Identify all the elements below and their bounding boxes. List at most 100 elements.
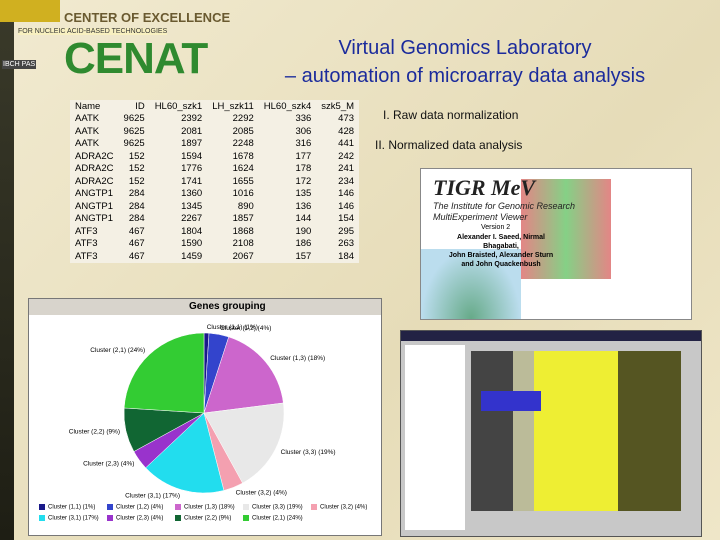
legend-label: Cluster (2,3) (4%) (116, 516, 163, 522)
header-cell: szk5_M (321, 100, 355, 112)
table-cell: 467 (128, 250, 145, 262)
table-cell: 152 (128, 163, 145, 175)
table-cell: 241 (338, 163, 355, 175)
table-cell: 284 (128, 200, 145, 212)
table-cell: 1804 (181, 225, 203, 237)
table-cell: 1624 (232, 163, 254, 175)
table-cell: 428 (338, 125, 355, 137)
logo-block (0, 0, 60, 22)
table-row: ATF3 467 1459 2067 157 184 (70, 250, 359, 263)
pie-slice (145, 412, 225, 494)
table-row: ATF3 467 1804 1868 190 295 (70, 225, 359, 238)
table-cell: 473 (338, 113, 355, 125)
legend-swatch (243, 515, 249, 521)
tree-panel (405, 345, 465, 530)
title-line: Virtual Genomics Laboratory (338, 37, 592, 59)
legend-label: Cluster (1,2) (4%) (116, 505, 163, 511)
legend-label: Cluster (1,3) (18%) (184, 505, 235, 511)
table-cell: 2292 (232, 113, 254, 125)
authors: Alexander I. Saeed, Nirmal Bhagabati, Joh… (441, 233, 561, 269)
logo-unit: IBCH PAS (2, 60, 37, 69)
legend-label: Cluster (3,3) (19%) (252, 505, 303, 511)
data-table: Name ID HL60_szk1 LH_szk11 HL60_szk4 szk5_M AA… (70, 100, 360, 263)
header-cell: ID (135, 100, 145, 112)
table-cell: 316 (295, 138, 312, 150)
heatmap-art (521, 179, 611, 279)
table-cell: 441 (338, 138, 355, 150)
table-row: ANGTP1 284 1360 1016 135 146 (70, 188, 359, 201)
table-row: ANGTP1 284 2267 1857 144 154 (70, 213, 359, 226)
splash-text: MultiExperiment Viewer (433, 212, 528, 222)
table-cell: 263 (338, 238, 355, 250)
table-cell: 136 (295, 200, 312, 212)
table-cell: ADRA2C (75, 163, 114, 175)
pie-slice (203, 402, 285, 484)
table-cell: 1590 (181, 238, 203, 250)
legend-swatch (39, 515, 45, 521)
pie-slice (203, 336, 284, 414)
title: Virtual Genomics Laboratory – automation… (230, 34, 700, 90)
mountain-art (421, 249, 521, 319)
table-cell: 284 (128, 188, 145, 200)
legend-swatch (175, 504, 181, 510)
table-cell: 2085 (232, 125, 254, 137)
table-cell: 336 (295, 113, 312, 125)
author-line: John Braisted, Alexander Sturn (448, 252, 554, 259)
splash-name: TIGR MeV (433, 175, 536, 200)
table-cell: 146 (338, 188, 355, 200)
table-cell: 154 (338, 213, 355, 225)
table-row: AATK 9625 2392 2292 336 473 (70, 113, 359, 126)
legend-label: Cluster (2,2) (9%) (184, 516, 231, 522)
author-line: and John Quackenbush (461, 261, 541, 268)
table-cell: 1016 (232, 188, 254, 200)
heatmap (471, 351, 681, 511)
slice-label: Cluster (2,3) (4%) (83, 460, 134, 467)
table-cell: 1655 (232, 175, 254, 187)
author-line: Alexander I. Saeed, Nirmal Bhagabati, (457, 234, 545, 250)
legend-label: Cluster (3,1) (17%) (48, 516, 99, 522)
legend-swatch (39, 504, 45, 510)
table-cell: 1741 (181, 175, 203, 187)
table-cell: 184 (338, 250, 355, 262)
header-cell: HL60_szk1 (154, 100, 203, 112)
table-cell: 178 (295, 163, 312, 175)
pie-window: Genes grouping Cluster (1,1) (1%) Cluster… (28, 298, 382, 536)
legend-label: Cluster (2,1) (24%) (252, 516, 303, 522)
table-cell: 152 (128, 150, 145, 162)
pie-slice (123, 332, 205, 414)
table-cell: 2248 (232, 138, 254, 150)
table-cell: 190 (295, 225, 312, 237)
header-row: Name ID HL60_szk1 LH_szk11 HL60_szk4 szk5_M (70, 100, 359, 113)
table-row: ADRA2C 152 1594 1678 177 242 (70, 150, 359, 163)
table-cell: 242 (338, 150, 355, 162)
table-row: ANGTP1 284 1345 890 136 146 (70, 200, 359, 213)
slice-label: Cluster (2,2) (9%) (69, 428, 120, 435)
slice-label: Cluster (1,3) (18%) (270, 355, 325, 362)
table-cell: 1594 (181, 150, 203, 162)
pie-chart: Cluster (1,1) (1%)Cluster (1,1) (1%)Clus… (39, 324, 367, 522)
table-cell: 295 (338, 225, 355, 237)
table-cell: 1897 (181, 138, 203, 150)
legend-swatch (107, 504, 113, 510)
table-cell: 146 (338, 200, 355, 212)
legend-label: Cluster (3,2) (4%) (320, 505, 367, 511)
table-row: ADRA2C 152 1741 1655 172 234 (70, 175, 359, 188)
slice-label: Cluster (3,1) (17%) (125, 492, 180, 499)
section-label: I. Raw data normalization (383, 108, 519, 122)
table-cell: ANGTP1 (75, 200, 114, 212)
table-cell: 9625 (123, 125, 145, 137)
side-strip (0, 0, 14, 540)
heatmap-block (481, 391, 541, 411)
table-cell: 467 (128, 225, 145, 237)
table-cell: 1868 (232, 225, 254, 237)
table-cell: ANGTP1 (75, 213, 114, 225)
header-cell: Name (75, 100, 101, 112)
logo-line: FOR NUCLEIC ACID-BASED TECHNOLOGIES (18, 28, 168, 35)
legend-swatch (311, 504, 317, 510)
table-cell: 1345 (181, 200, 203, 212)
logo-name: CENAT (64, 34, 208, 83)
table-cell: 144 (295, 213, 312, 225)
table-cell: ADRA2C (75, 150, 114, 162)
slice-label: Cluster (2,1) (24%) (90, 347, 145, 354)
